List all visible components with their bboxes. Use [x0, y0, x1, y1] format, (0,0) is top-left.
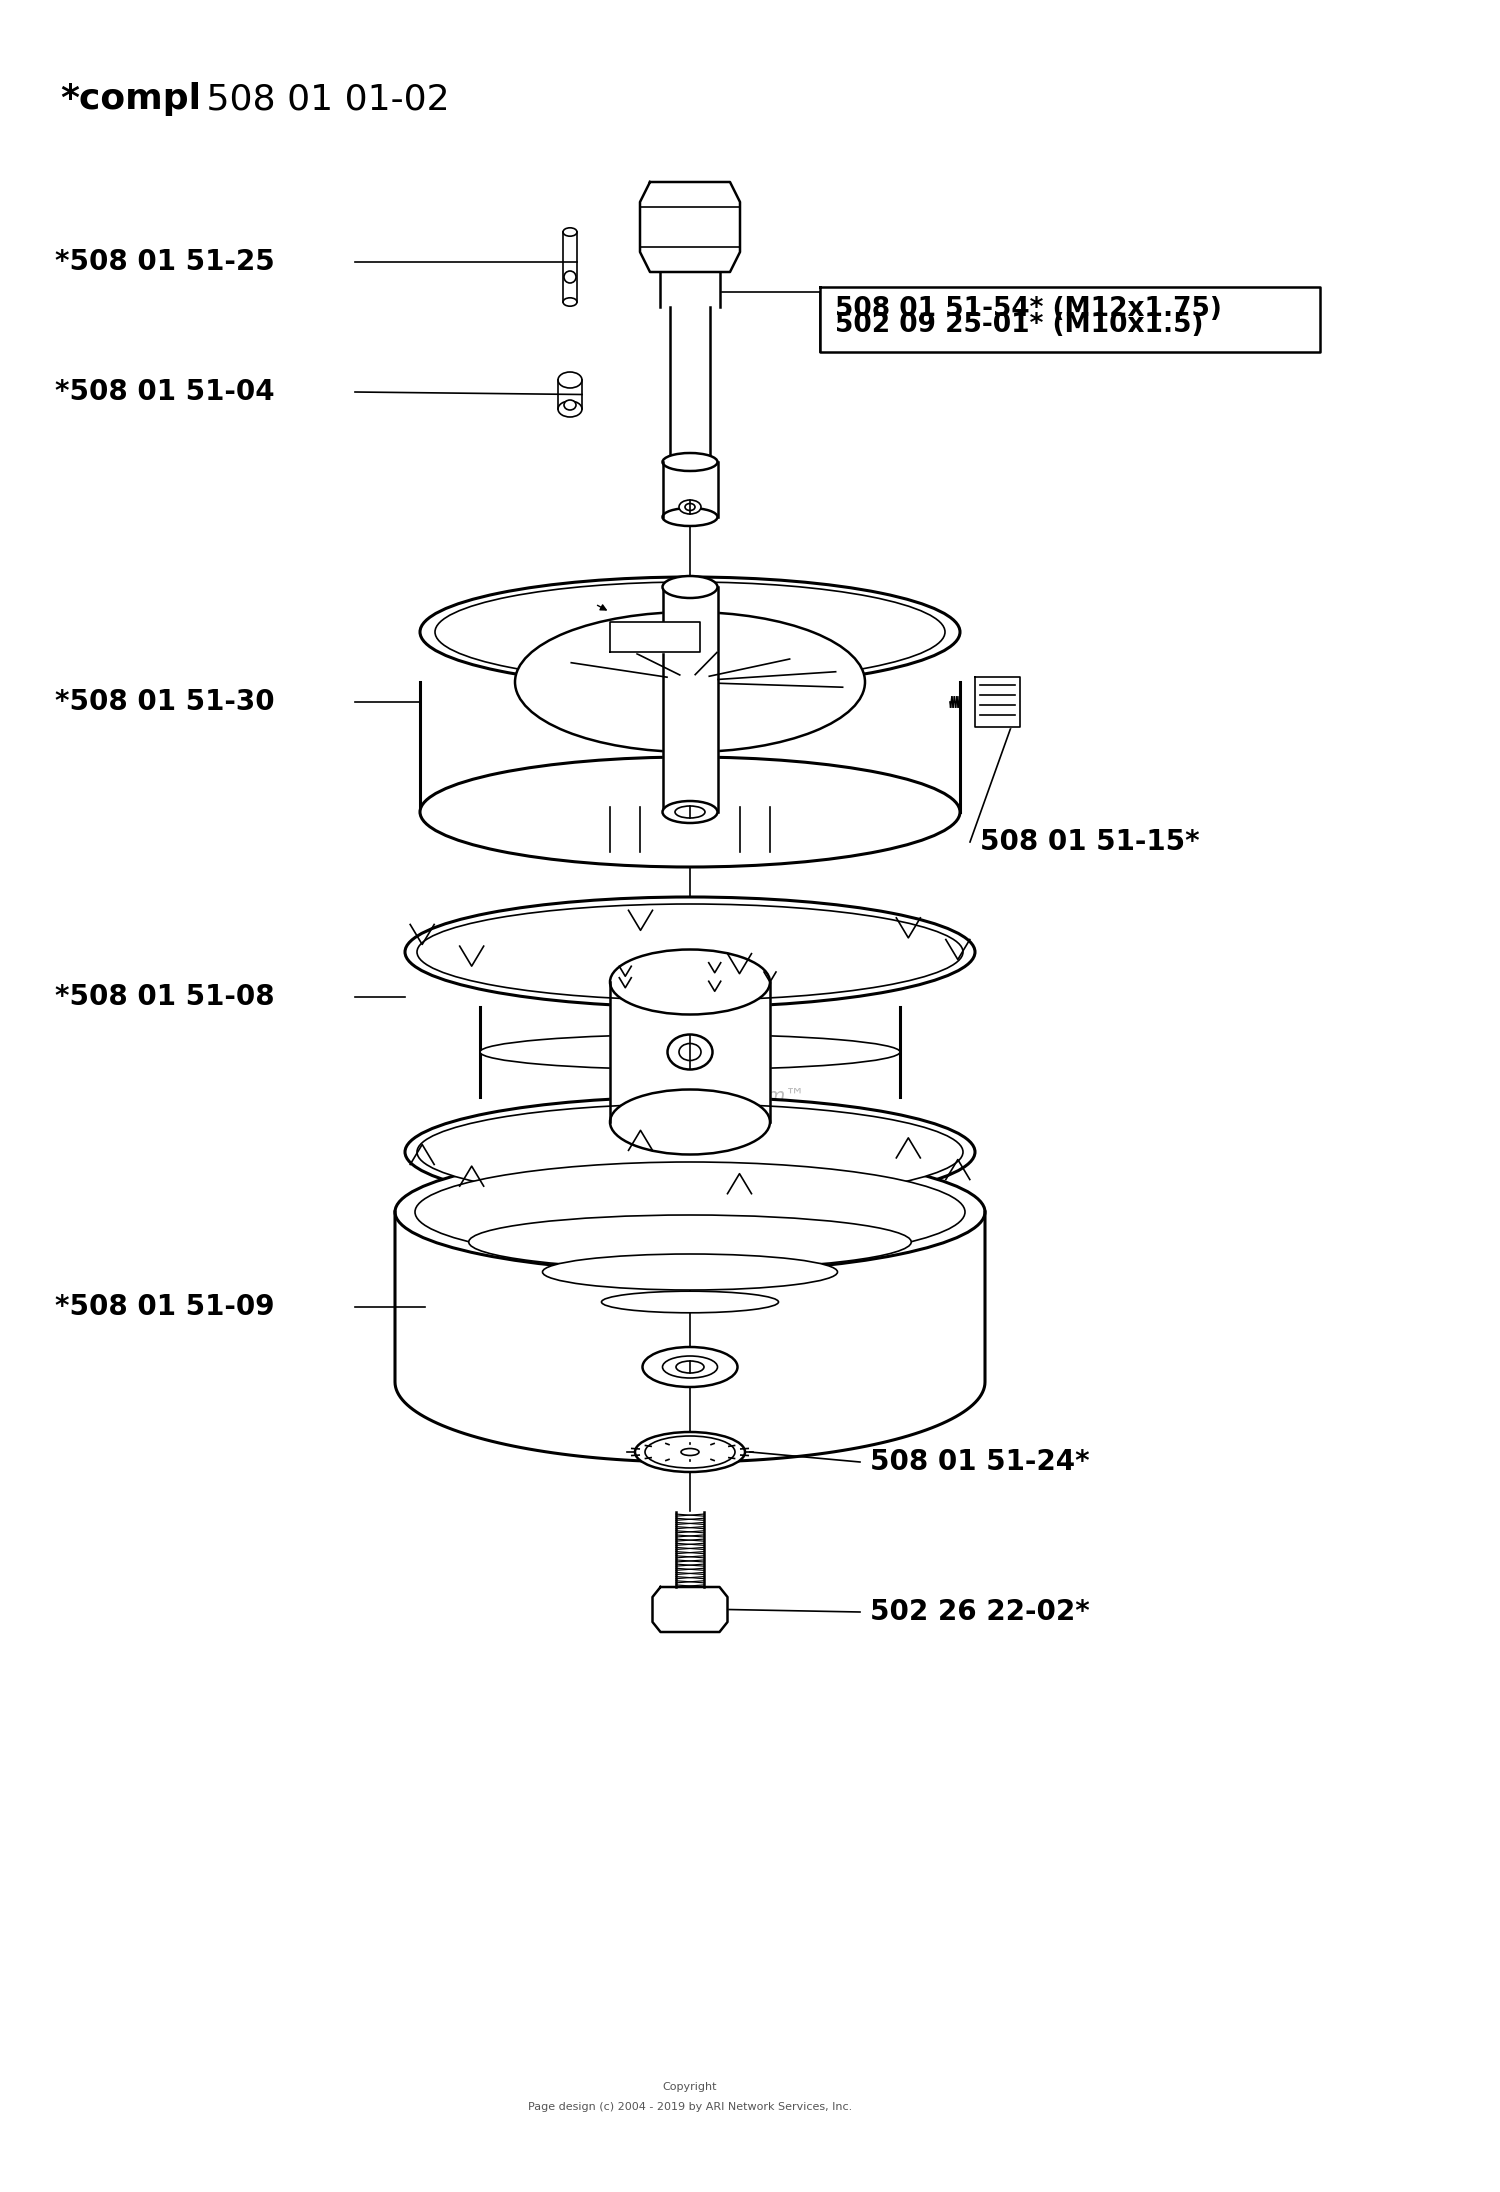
Polygon shape: [610, 623, 701, 651]
Polygon shape: [660, 272, 720, 307]
Ellipse shape: [562, 298, 578, 307]
Polygon shape: [562, 232, 578, 302]
Ellipse shape: [668, 1035, 712, 1070]
Ellipse shape: [680, 1043, 700, 1061]
Text: *compl: *compl: [60, 81, 201, 116]
Ellipse shape: [564, 399, 576, 410]
Ellipse shape: [610, 949, 770, 1015]
Ellipse shape: [676, 1361, 703, 1372]
Ellipse shape: [416, 1162, 964, 1263]
Ellipse shape: [675, 807, 705, 818]
Ellipse shape: [405, 1096, 975, 1208]
Ellipse shape: [417, 903, 963, 1000]
Polygon shape: [670, 307, 710, 463]
Polygon shape: [663, 463, 717, 517]
Ellipse shape: [680, 500, 700, 513]
Ellipse shape: [681, 1449, 699, 1455]
Ellipse shape: [420, 756, 960, 868]
Ellipse shape: [394, 1153, 986, 1271]
Ellipse shape: [435, 583, 945, 682]
Ellipse shape: [686, 504, 694, 511]
Ellipse shape: [543, 1254, 837, 1291]
Text: 502 09 25-01* (M10x1.5): 502 09 25-01* (M10x1.5): [836, 311, 1203, 338]
Polygon shape: [640, 182, 740, 272]
Ellipse shape: [514, 612, 865, 752]
Ellipse shape: [663, 800, 717, 822]
Text: *508 01 51-04: *508 01 51-04: [56, 377, 274, 406]
Text: 508 01 51-54* (M12x1.75): 508 01 51-54* (M12x1.75): [836, 296, 1222, 322]
Ellipse shape: [602, 1291, 778, 1313]
Ellipse shape: [417, 1105, 963, 1199]
Polygon shape: [558, 379, 582, 410]
Text: *508 01 51-08: *508 01 51-08: [56, 982, 274, 1011]
Text: 508 01 51-24*: 508 01 51-24*: [870, 1449, 1089, 1475]
Polygon shape: [975, 677, 1020, 728]
Ellipse shape: [420, 576, 960, 686]
Ellipse shape: [564, 272, 576, 283]
Text: Page design (c) 2004 - 2019 by ARI Network Services, Inc.: Page design (c) 2004 - 2019 by ARI Netwo…: [528, 2102, 852, 2113]
Text: 502 26 22-02*: 502 26 22-02*: [870, 1598, 1089, 1626]
Text: 508 01 51-15*: 508 01 51-15*: [980, 829, 1200, 857]
Ellipse shape: [642, 1348, 738, 1388]
Polygon shape: [663, 587, 717, 811]
Polygon shape: [610, 982, 770, 1122]
Ellipse shape: [663, 454, 717, 471]
Text: Copyright: Copyright: [663, 2082, 717, 2091]
Ellipse shape: [558, 373, 582, 388]
Text: 508 01 01-02: 508 01 01-02: [195, 81, 450, 116]
Ellipse shape: [405, 897, 975, 1006]
Ellipse shape: [468, 1214, 910, 1269]
Polygon shape: [480, 1006, 900, 1096]
Ellipse shape: [663, 1357, 717, 1379]
Ellipse shape: [663, 576, 717, 598]
Ellipse shape: [663, 509, 717, 526]
Text: *508 01 51-30: *508 01 51-30: [56, 688, 274, 717]
Ellipse shape: [634, 1431, 746, 1473]
Polygon shape: [676, 1512, 703, 1587]
Text: *508 01 51-09: *508 01 51-09: [56, 1293, 274, 1322]
Ellipse shape: [645, 1436, 735, 1469]
Ellipse shape: [558, 401, 582, 416]
Ellipse shape: [562, 228, 578, 237]
Text: ARI PartStream™: ARI PartStream™: [636, 1087, 804, 1107]
Text: *508 01 51-25: *508 01 51-25: [56, 248, 274, 276]
Polygon shape: [652, 1587, 728, 1633]
Ellipse shape: [480, 1035, 900, 1070]
Polygon shape: [394, 1212, 986, 1462]
Ellipse shape: [610, 1089, 770, 1155]
